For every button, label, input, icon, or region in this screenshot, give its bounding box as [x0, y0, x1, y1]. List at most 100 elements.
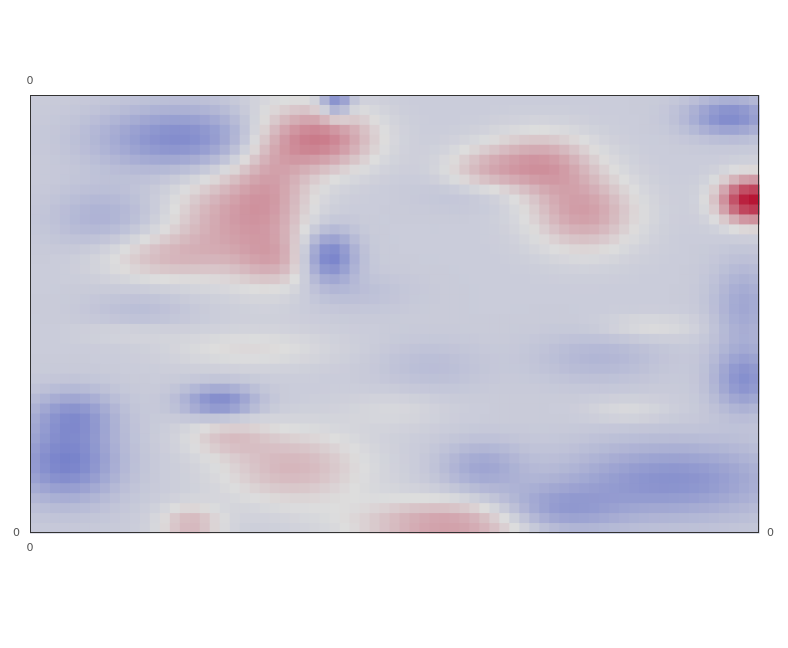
- heatmap-cell: [279, 294, 291, 305]
- heatmap-cell: [399, 234, 411, 245]
- heatmap-cell: [79, 244, 91, 255]
- heatmap-cell: [39, 314, 51, 325]
- heatmap-cell: [569, 314, 580, 325]
- heatmap-cell: [609, 214, 620, 225]
- heatmap-cell: [529, 413, 540, 425]
- heatmap-cell: [529, 144, 540, 156]
- heatmap-cell: [159, 503, 171, 514]
- heatmap-cell: [539, 333, 550, 345]
- heatmap-cell: [709, 453, 720, 464]
- heatmap-cell: [269, 134, 281, 146]
- heatmap-cell: [269, 224, 281, 235]
- heatmap-cell: [369, 104, 381, 116]
- heatmap-cell: [639, 114, 650, 126]
- heatmap-cell: [559, 323, 570, 335]
- heatmap-cell: [529, 304, 540, 315]
- heatmap-cell: [159, 294, 171, 305]
- heatmap-cell: [649, 443, 660, 454]
- heatmap-cell: [669, 104, 680, 116]
- heatmap-cell: [259, 393, 271, 405]
- heatmap-cell: [709, 513, 720, 524]
- heatmap-cell: [269, 403, 281, 415]
- heatmap-cell: [209, 95, 221, 106]
- heatmap-cell: [549, 393, 560, 405]
- heatmap-cell: [249, 413, 261, 425]
- heatmap-cell: [199, 214, 211, 225]
- heatmap-cell: [169, 483, 181, 494]
- heatmap-cell: [439, 473, 451, 484]
- heatmap-cell: [249, 513, 261, 524]
- heatmap-cell: [389, 304, 401, 315]
- heatmap-cell: [719, 513, 730, 524]
- heatmap-cell: [669, 443, 680, 454]
- heatmap-cell: [409, 214, 421, 225]
- heatmap-cell: [659, 463, 670, 474]
- heatmap-cell: [379, 343, 391, 355]
- heatmap-cell: [489, 363, 500, 375]
- heatmap-cell: [49, 214, 61, 225]
- heatmap-cell: [649, 104, 660, 116]
- heatmap-cell: [30, 114, 41, 126]
- heatmap-cell: [529, 343, 540, 355]
- heatmap-cell: [659, 503, 670, 514]
- heatmap-cell: [309, 503, 321, 514]
- heatmap-cell: [629, 513, 640, 524]
- heatmap-cell: [89, 443, 101, 454]
- heatmap-cell: [739, 413, 750, 425]
- heatmap-cell: [399, 443, 411, 454]
- heatmap-cell: [209, 323, 221, 335]
- heatmap-cell: [369, 523, 381, 534]
- heatmap-cell: [259, 124, 271, 136]
- heatmap-cell: [329, 403, 341, 415]
- heatmap-cell: [279, 274, 291, 285]
- heatmap-cell: [579, 513, 590, 524]
- heatmap-cell: [349, 413, 361, 425]
- heatmap-cell: [69, 453, 81, 464]
- heatmap-cell: [549, 134, 560, 146]
- heatmap-cell: [249, 453, 261, 464]
- heatmap-cell: [549, 493, 560, 504]
- heatmap-cell: [179, 194, 191, 206]
- heatmap-cell: [639, 264, 650, 275]
- heatmap-cell: [489, 403, 500, 415]
- heatmap-cell: [579, 473, 590, 484]
- heatmap-cell: [99, 343, 111, 355]
- heatmap-cell: [249, 403, 261, 415]
- heatmap-cell: [509, 453, 520, 464]
- heatmap-cell: [729, 473, 740, 484]
- heatmap-cell: [259, 234, 271, 245]
- heatmap-cell: [619, 174, 630, 186]
- heatmap-cell: [259, 194, 271, 206]
- heatmap-cell: [599, 473, 610, 484]
- heatmap-cell: [379, 314, 391, 325]
- heatmap-cell: [329, 463, 341, 474]
- heatmap-cell: [589, 353, 600, 365]
- heatmap-cell: [369, 413, 381, 425]
- heatmap-cell: [459, 224, 470, 235]
- heatmap-cell: [429, 413, 441, 425]
- heatmap-cell: [579, 343, 590, 355]
- heatmap-cell: [679, 333, 690, 345]
- heatmap-cell: [379, 483, 391, 494]
- heatmap-cell: [389, 453, 401, 464]
- heatmap-cell: [199, 433, 211, 444]
- heatmap-cell: [489, 423, 500, 435]
- heatmap-cell: [369, 363, 381, 375]
- heatmap-cell: [30, 383, 41, 395]
- heatmap-cell: [459, 393, 470, 405]
- heatmap-cell: [79, 144, 91, 156]
- heatmap-cell: [339, 224, 351, 235]
- heatmap-cell: [339, 174, 351, 186]
- heatmap-cell: [279, 284, 291, 295]
- heatmap-cell: [89, 493, 101, 504]
- heatmap-cell: [569, 383, 580, 395]
- heatmap-cell: [309, 333, 321, 345]
- heatmap-cell: [369, 144, 381, 156]
- heatmap-cell: [159, 144, 171, 156]
- heatmap-cell: [309, 214, 321, 225]
- heatmap-cell: [139, 264, 151, 275]
- heatmap-cell: [479, 323, 490, 335]
- heatmap-cell: [159, 164, 171, 176]
- heatmap-cell: [279, 194, 291, 206]
- heatmap-cell: [739, 214, 750, 225]
